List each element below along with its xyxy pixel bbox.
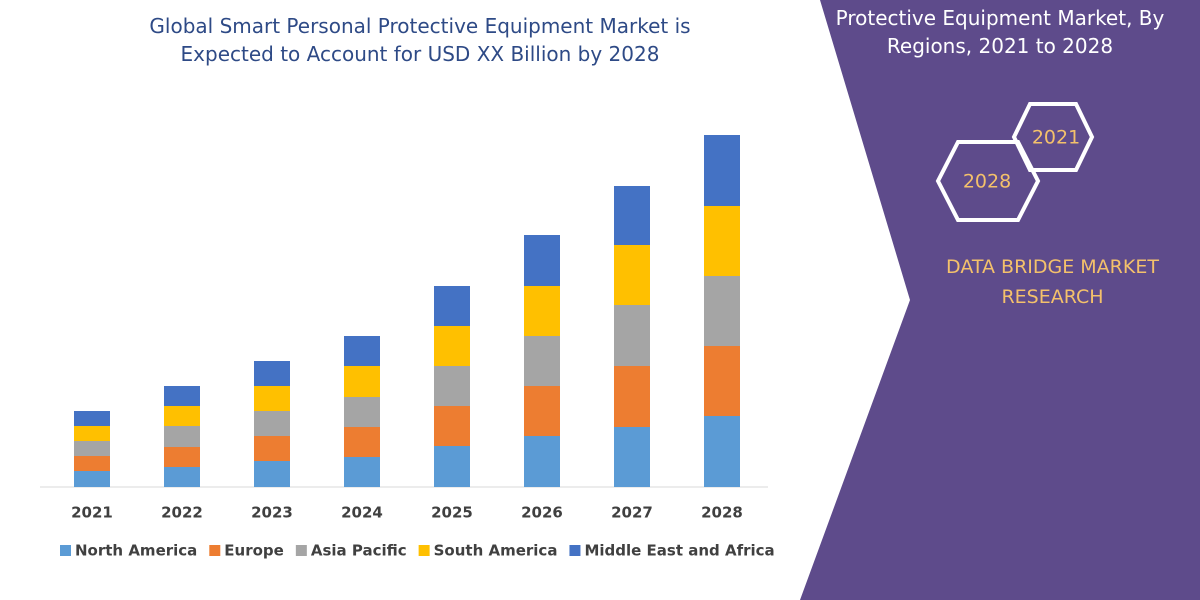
bar-segment bbox=[524, 436, 560, 487]
bar-segment bbox=[164, 447, 200, 467]
bar-segment bbox=[704, 346, 740, 416]
legend-label: Europe bbox=[224, 542, 284, 560]
x-tick-label: 2026 bbox=[521, 504, 563, 522]
hexagon bbox=[935, 140, 1041, 222]
bar-segment bbox=[74, 411, 110, 426]
legend-label: South America bbox=[434, 542, 558, 560]
bar-segment bbox=[524, 336, 560, 386]
legend-swatch bbox=[209, 545, 221, 556]
x-tick-label: 2024 bbox=[341, 504, 383, 522]
bar-segment bbox=[434, 326, 470, 366]
bar-segment bbox=[614, 366, 650, 427]
badge: 2021 bbox=[1032, 127, 1080, 149]
bar-segment bbox=[614, 245, 650, 305]
bar-segment bbox=[254, 386, 290, 411]
legend-label: Middle East and Africa bbox=[584, 542, 774, 560]
bar-segment bbox=[524, 235, 560, 286]
bar-segment bbox=[254, 436, 290, 461]
x-tick-label: 2027 bbox=[611, 504, 653, 522]
bar-segment bbox=[704, 276, 740, 346]
bar-segment bbox=[164, 467, 200, 487]
panel-title-box: Protective Equipment Market, By Regions,… bbox=[835, 6, 1165, 58]
side-panel bbox=[800, 0, 1200, 600]
bar-segment bbox=[254, 361, 290, 386]
legend-label: Asia Pacific bbox=[311, 542, 407, 560]
legend-swatch bbox=[295, 545, 307, 556]
bar-segment bbox=[254, 411, 290, 436]
bar-segment bbox=[254, 461, 290, 487]
bar-segment bbox=[344, 457, 380, 487]
bar-segment bbox=[614, 427, 650, 487]
bar-segment bbox=[614, 186, 650, 245]
legend-swatch bbox=[569, 545, 581, 556]
x-tick-label: 2023 bbox=[251, 504, 293, 522]
bar-segment bbox=[704, 206, 740, 276]
bar-segment bbox=[344, 336, 380, 366]
bar-segment bbox=[344, 397, 380, 427]
bar-segment bbox=[524, 286, 560, 336]
x-tick-label: 2025 bbox=[431, 504, 473, 522]
legend-label: North America bbox=[75, 542, 197, 560]
x-tick-label: 2021 bbox=[71, 504, 113, 522]
bar-segment bbox=[344, 427, 380, 457]
badge: 2028 bbox=[963, 171, 1011, 193]
bar-segment bbox=[344, 366, 380, 397]
brand-box: DATA BRIDGE MARKET RESEARCH bbox=[946, 256, 1159, 308]
bar-segment bbox=[164, 406, 200, 426]
bar-segment bbox=[74, 441, 110, 456]
bar-segment bbox=[434, 406, 470, 446]
bar-segment bbox=[74, 456, 110, 471]
x-tick-label: 2028 bbox=[701, 504, 743, 522]
bar-segment bbox=[614, 305, 650, 366]
x-tick-label: 2022 bbox=[161, 504, 203, 522]
bar-segment bbox=[434, 286, 470, 326]
bar-segment bbox=[74, 471, 110, 487]
chart-title: Global Smart Personal Protective Equipme… bbox=[149, 14, 691, 66]
bar-segment bbox=[164, 386, 200, 406]
hexagon bbox=[1011, 102, 1095, 172]
bar-segment bbox=[704, 135, 740, 206]
legend-swatch bbox=[418, 545, 430, 556]
panel-title: Protective Equipment Market, By Regions,… bbox=[835, 6, 1165, 58]
bar-segment bbox=[524, 386, 560, 436]
bar-segment bbox=[704, 416, 740, 487]
bar-segment bbox=[164, 426, 200, 447]
bar-segment bbox=[74, 426, 110, 441]
brand: DATA BRIDGE MARKET RESEARCH bbox=[946, 256, 1159, 308]
title-box: Global Smart Personal Protective Equipme… bbox=[149, 14, 691, 66]
bar-segment bbox=[434, 446, 470, 487]
bar-segment bbox=[434, 366, 470, 406]
legend-swatch bbox=[60, 545, 71, 556]
